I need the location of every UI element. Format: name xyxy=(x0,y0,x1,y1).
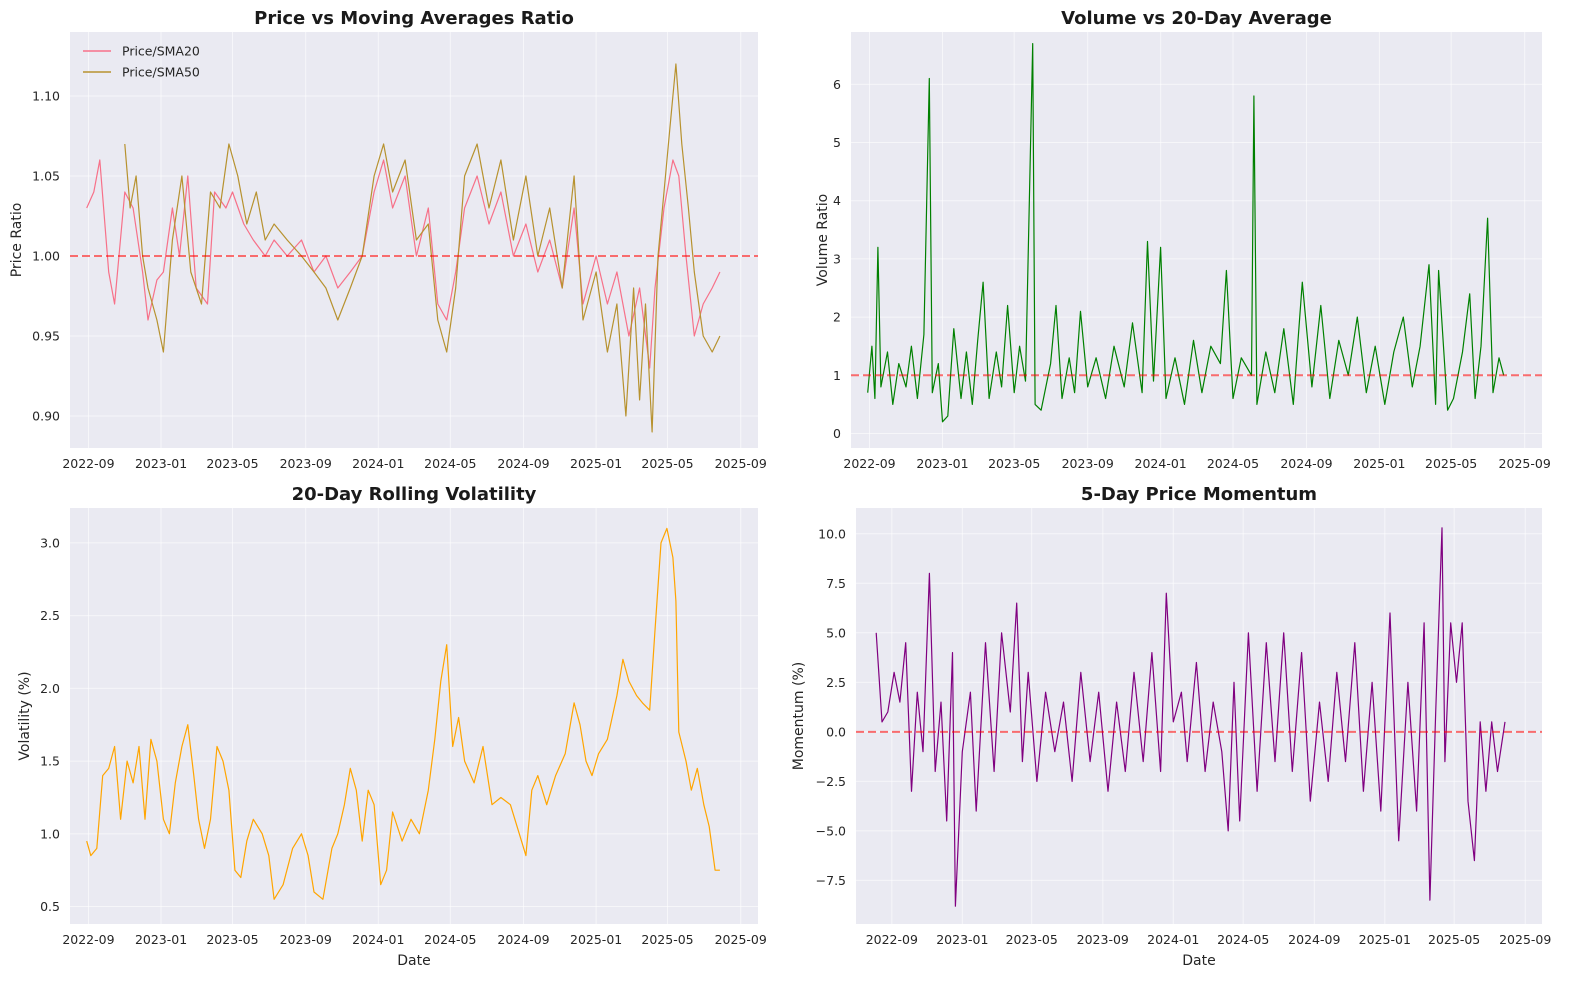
x-tick-label: 2025-09 xyxy=(715,932,767,947)
x-tick-label: 2023-09 xyxy=(280,456,332,471)
y-tick-label: 1.00 xyxy=(32,249,60,264)
y-axis-label: Volume Ratio xyxy=(815,194,831,286)
x-tick-label: 2023-09 xyxy=(280,932,332,947)
y-tick-label: −5.0 xyxy=(816,823,846,838)
x-tick-label: 2023-05 xyxy=(988,456,1040,471)
x-tick-label: 2023-01 xyxy=(916,456,968,471)
x-tick-label: 2024-05 xyxy=(424,456,476,471)
chart-5-day-price-momentum: 2022-09 2023-01 2023-05 2023-09 2024-01 2024-… xyxy=(791,484,1551,969)
x-tick-label: 2024-01 xyxy=(1135,456,1187,471)
y-tick-label: 3.0 xyxy=(40,535,60,550)
x-tick-label: 2023-01 xyxy=(135,932,187,947)
chart-volume-vs-20-day-average: 2022-09 2023-01 2023-05 2023-09 2024-01 2024-… xyxy=(815,8,1551,471)
y-tick-label: 0.90 xyxy=(32,409,60,424)
chart-title: 5-Day Price Momentum xyxy=(1081,484,1317,505)
y-tick-label: 7.5 xyxy=(826,576,846,591)
x-tick-label: 2025-09 xyxy=(1499,456,1551,471)
chart-title: Price vs Moving Averages Ratio xyxy=(254,8,574,29)
y-tick-label: 3 xyxy=(833,251,841,266)
y-tick-label: 0.0 xyxy=(826,724,846,739)
y-tick-label: 1.5 xyxy=(40,754,60,769)
plot-area xyxy=(856,508,1542,924)
y-axis-label: Price Ratio xyxy=(9,203,25,278)
x-tick-label: 2025-01 xyxy=(1353,456,1405,471)
x-tick-label: 2025-01 xyxy=(1359,932,1411,947)
x-tick-label: 2024-09 xyxy=(497,932,549,947)
x-tick-label: 2023-05 xyxy=(1006,932,1058,947)
y-tick-label: 1.10 xyxy=(32,89,60,104)
legend-label-price-sma50: Price/SMA50 xyxy=(122,65,200,80)
y-tick-label: 5 xyxy=(833,135,841,150)
y-tick-label: 1.0 xyxy=(40,826,60,841)
x-tick-label: 2025-01 xyxy=(570,932,622,947)
y-tick-label: 6 xyxy=(833,77,841,92)
x-tick-label: 2024-05 xyxy=(1207,456,1259,471)
chart-price-vs-moving-averages-ratio: 2022-09 2023-01 2023-05 2023-09 2024-01 2024-… xyxy=(9,8,767,471)
x-tick-label: 2024-09 xyxy=(1280,456,1332,471)
x-tick-label: 2025-01 xyxy=(570,456,622,471)
x-tick-label: 2024-09 xyxy=(497,456,549,471)
legend: Price/SMA20 Price/SMA50 xyxy=(83,44,200,80)
x-tick-label: 2023-09 xyxy=(1062,456,1114,471)
x-tick-label: 2022-09 xyxy=(62,456,114,471)
y-tick-label: 2.5 xyxy=(40,608,60,623)
y-tick-label: 1.05 xyxy=(32,169,60,184)
series-line-series-1 xyxy=(875,527,1506,907)
y-tick-label: 0 xyxy=(833,426,841,441)
chart-title: Volume vs 20-Day Average xyxy=(1061,8,1332,29)
x-tick-label: 2025-05 xyxy=(641,932,693,947)
x-tick-label: 2025-05 xyxy=(1428,932,1480,947)
x-tick-label: 2024-09 xyxy=(1288,932,1340,947)
x-tick-label: 2023-09 xyxy=(1077,932,1129,947)
x-tick-label: 2023-01 xyxy=(135,456,187,471)
y-tick-label: 2.5 xyxy=(826,675,846,690)
y-tick-label: 4 xyxy=(833,193,841,208)
series-line-price-sma20 xyxy=(86,159,721,369)
y-tick-label: 1 xyxy=(833,368,841,383)
x-axis-label: Date xyxy=(397,953,430,969)
plot-area xyxy=(70,508,758,924)
series-line-series-1 xyxy=(867,43,1505,423)
x-tick-label: 2024-05 xyxy=(424,932,476,947)
series-line-series-1 xyxy=(86,527,720,900)
legend-label-price-sma20: Price/SMA20 xyxy=(122,44,200,59)
x-tick-label: 2022-09 xyxy=(866,932,918,947)
y-tick-label: 5.0 xyxy=(826,625,846,640)
x-tick-label: 2023-05 xyxy=(206,932,258,947)
x-tick-label: 2022-09 xyxy=(62,932,114,947)
x-tick-label: 2025-05 xyxy=(641,456,693,471)
x-tick-label: 2024-05 xyxy=(1217,932,1269,947)
y-tick-label: −7.5 xyxy=(816,873,846,888)
x-tick-label: 2024-01 xyxy=(352,456,404,471)
x-tick-label: 2023-05 xyxy=(206,456,258,471)
x-axis-label: Date xyxy=(1182,953,1215,969)
y-tick-label: 0.95 xyxy=(32,329,60,344)
plot-area xyxy=(851,32,1542,448)
x-tick-label: 2024-01 xyxy=(352,932,404,947)
y-axis-label: Volatility (%) xyxy=(17,671,33,760)
x-tick-label: 2022-09 xyxy=(843,456,895,471)
chart-20-day-rolling-volatility: 2022-09 2023-01 2023-05 2023-09 2024-01 2024-… xyxy=(17,484,767,969)
y-tick-label: −2.5 xyxy=(816,774,846,789)
y-axis-label: Momentum (%) xyxy=(791,662,807,770)
x-tick-label: 2025-09 xyxy=(715,456,767,471)
y-tick-label: 2.0 xyxy=(40,681,60,696)
series-line-price-sma50 xyxy=(124,63,721,433)
x-tick-label: 2025-05 xyxy=(1425,456,1477,471)
y-tick-label: 10.0 xyxy=(818,526,846,541)
x-tick-label: 2025-09 xyxy=(1499,932,1551,947)
x-tick-label: 2024-01 xyxy=(1147,932,1199,947)
chart-title: 20-Day Rolling Volatility xyxy=(292,484,537,505)
y-tick-label: 0.5 xyxy=(40,899,60,914)
y-tick-label: 2 xyxy=(833,310,841,325)
x-tick-label: 2023-01 xyxy=(936,932,988,947)
